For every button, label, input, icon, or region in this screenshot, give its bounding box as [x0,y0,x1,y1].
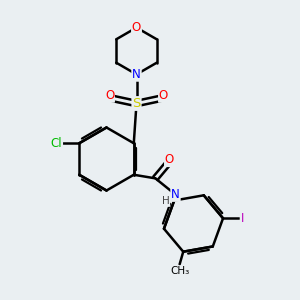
Text: H: H [162,196,170,206]
Text: O: O [105,89,114,102]
Text: O: O [132,21,141,34]
Text: N: N [132,68,141,81]
Text: CH₃: CH₃ [171,266,190,276]
Text: O: O [165,153,174,166]
Text: I: I [241,212,244,225]
Text: Cl: Cl [51,137,62,150]
Text: N: N [171,188,180,201]
Text: S: S [132,97,141,110]
Text: O: O [159,89,168,102]
